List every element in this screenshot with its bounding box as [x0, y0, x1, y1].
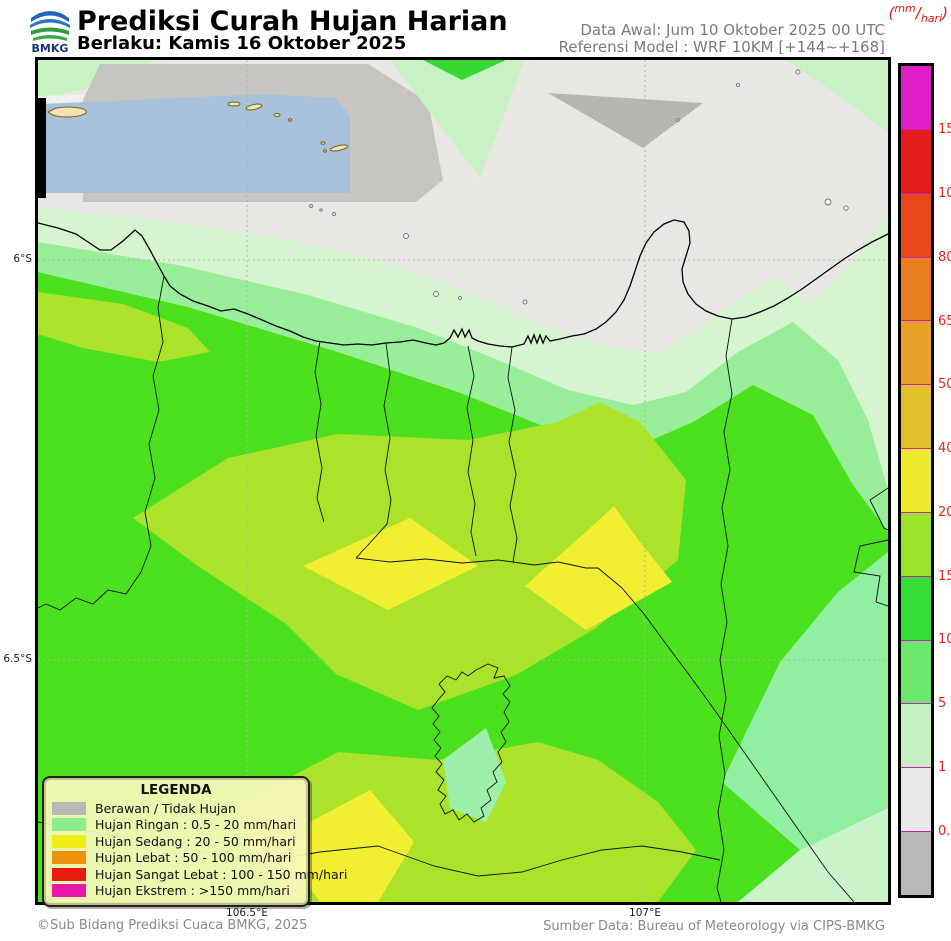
- colorbar-segment: [901, 767, 931, 832]
- legend-title: LEGENDA: [140, 782, 212, 798]
- rainfall-map-svg: [38, 60, 888, 902]
- page-title: Prediksi Curah Hujan Harian: [77, 6, 508, 37]
- legend-label: Hujan Ringan : 0.5 - 20 mm/hari: [95, 817, 297, 833]
- colorbar-segment: [901, 192, 931, 257]
- legend-rows: Berawan / Tidak Hujan Hujan Ringan : 0.5 …: [52, 800, 347, 900]
- legend-row: Hujan Sedang : 20 - 50 mm/hari: [52, 833, 300, 850]
- legend-label: Hujan Sedang : 20 - 50 mm/hari: [95, 833, 296, 849]
- referensi-model-text: Referensi Model : WRF 10KM [+144~+168]: [558, 38, 885, 56]
- colorbar-tick-label: 80: [938, 249, 951, 265]
- data-awal-text: Data Awal: Jum 10 Oktober 2025 00 UTC: [580, 21, 885, 39]
- legend-swatch: [52, 801, 86, 815]
- colorbar: [898, 63, 934, 898]
- colorbar-segment: [901, 66, 931, 129]
- legend-swatch: [52, 867, 86, 881]
- island-group: [47, 101, 349, 153]
- colorbar-segment: [901, 639, 931, 704]
- logo-text: BMKG: [32, 42, 69, 54]
- colorbar-tick-label: 50: [938, 377, 951, 393]
- colorbar-segment: [901, 575, 931, 640]
- colorbar-segment: [901, 448, 931, 512]
- legend-label: Hujan Ekstrem : >150 mm/hari: [95, 883, 290, 899]
- legend-row: Hujan Lebat : 50 - 100 mm/hari: [52, 850, 300, 867]
- colorbar-segment: [901, 703, 931, 768]
- legend-box: LEGENDA Berawan / Tidak Hujan Hujan Ringa…: [42, 776, 347, 907]
- colorbar-segment: [901, 831, 931, 895]
- colorbar-segment: [901, 256, 931, 321]
- coastline: [38, 219, 888, 348]
- islet-outlines: [309, 69, 849, 305]
- legend-label: Hujan Sangat Lebat : 100 - 150 mm/hari: [95, 866, 348, 882]
- y-tick-65s: 6.5°S: [3, 653, 32, 665]
- y-tick-6s: 6°S: [13, 253, 32, 265]
- colorbar-tick-label: 15: [938, 568, 951, 584]
- legend-row: Hujan Ringan : 0.5 - 20 mm/hari: [52, 817, 300, 834]
- legend-swatch: [52, 818, 86, 832]
- data-source-text: Sumber Data: Bureau of Meteorology via C…: [543, 919, 885, 934]
- colorbar-tick-label: 65: [938, 313, 951, 329]
- colorbar-tick-label: 0.5: [938, 823, 951, 839]
- bmkg-logo: BMKG: [29, 5, 71, 54]
- colorbar-tick-label: 150: [938, 122, 951, 138]
- sea-overlay: [41, 94, 350, 193]
- legend-label: Berawan / Tidak Hujan: [95, 800, 236, 816]
- colorbar-segment: [901, 128, 931, 193]
- unit-label: (mm/hari): [888, 2, 948, 25]
- page-subtitle: Berlaku: Kamis 16 Oktober 2025: [77, 33, 407, 54]
- colorbar-tick-label: 5: [938, 696, 947, 712]
- colorbar-segment: [901, 320, 931, 385]
- colorbar-tick-label: 20: [938, 504, 951, 520]
- copyright-text: ©Sub Bidang Prediksi Cuaca BMKG, 2025: [37, 918, 308, 933]
- legend-row: Berawan / Tidak Hujan: [52, 800, 300, 817]
- colorbar-segment: [901, 511, 931, 576]
- colorbar-tick-label: 1: [938, 759, 947, 775]
- colorbar-tick-label: 40: [938, 441, 951, 457]
- legend-row: Hujan Sangat Lebat : 100 - 150 mm/hari: [52, 866, 347, 883]
- x-tick-1065e: 106.5°E: [226, 907, 268, 919]
- colorbar-segment: [901, 384, 931, 449]
- colorbar-tick-label: 100: [938, 186, 951, 202]
- legend-row: Hujan Ekstrem : >150 mm/hari: [52, 883, 300, 900]
- colorbar-tick-label: 10: [938, 632, 951, 648]
- map-edge-bar: [38, 98, 46, 198]
- legend-swatch: [52, 834, 86, 848]
- legend-label: Hujan Lebat : 50 - 100 mm/hari: [95, 850, 292, 866]
- legend-swatch: [52, 851, 86, 865]
- model-info: Data Awal: Jum 10 Oktober 2025 00 UTC Re…: [559, 22, 885, 56]
- rainfall-map[interactable]: LEGENDA Berawan / Tidak Hujan Hujan Ringa…: [35, 57, 891, 907]
- x-tick-107e: 107°E: [629, 907, 661, 919]
- grid-lines: [38, 60, 888, 902]
- legend-swatch: [52, 884, 86, 898]
